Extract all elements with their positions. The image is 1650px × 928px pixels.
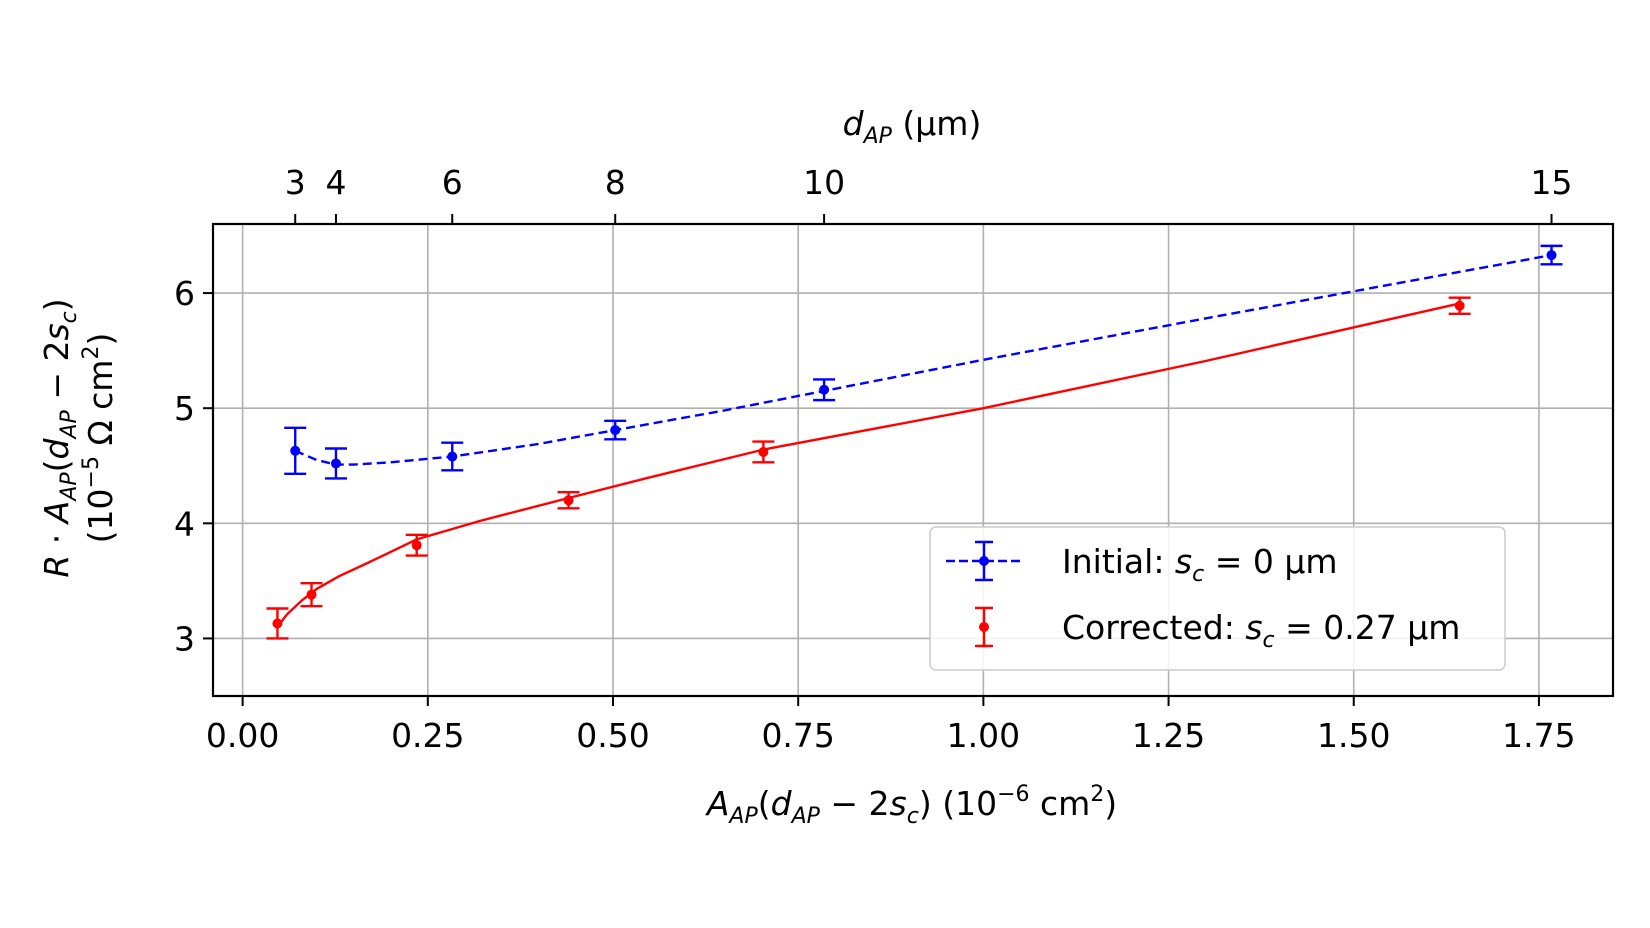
data-point <box>447 451 458 462</box>
legend: Initial: sc = 0 µm Corrected: sc = 0.27 … <box>929 526 1506 671</box>
top-tick-label: 15 <box>1531 163 1573 202</box>
data-point <box>1454 300 1465 311</box>
data-point <box>819 384 830 395</box>
legend-label-corrected: Corrected: sc = 0.27 µm <box>1062 608 1460 653</box>
legend-swatch-initial-marker <box>979 556 989 566</box>
data-point <box>290 445 301 456</box>
legend-entry-initial: Initial: sc = 0 µm <box>946 540 1338 587</box>
y-tick-label: 6 <box>174 274 195 313</box>
y-tick-label: 3 <box>174 619 195 658</box>
x-tick-label: 0.50 <box>576 716 649 755</box>
x-tick-label: 0.00 <box>206 716 279 755</box>
top-tick-label: 6 <box>442 163 463 202</box>
legend-label-initial: Initial: sc = 0 µm <box>1062 542 1338 587</box>
legend-entry-corrected: Corrected: sc = 0.27 µm <box>975 606 1460 653</box>
series-line-corrected <box>276 302 1460 628</box>
top-axis-label: dAP (µm) <box>843 104 982 149</box>
data-point <box>411 540 422 551</box>
axes-frame <box>211 222 1615 698</box>
legend-swatch-corrected-marker <box>979 622 989 632</box>
y-axis-label-line1: R · AAP(dAP − 2sc) <box>37 298 82 577</box>
data-point <box>330 458 341 469</box>
data-point <box>758 446 769 457</box>
data-point <box>272 618 283 629</box>
series-corrected <box>266 296 1471 640</box>
data-point <box>563 495 574 506</box>
series-line-initial <box>294 253 1552 466</box>
y-axis-label-line2: (10−5 Ω cm2) <box>79 333 120 544</box>
plot-area <box>266 244 1563 640</box>
data-point <box>1546 250 1557 261</box>
top-tick-label: 10 <box>803 163 845 202</box>
legend-box <box>929 526 1506 671</box>
series-initial <box>284 244 1563 480</box>
x-tick-label: 0.75 <box>761 716 834 755</box>
data-point <box>306 589 317 600</box>
x-tick-label: 1.75 <box>1502 716 1575 755</box>
y-tick-label: 4 <box>174 504 195 543</box>
x-tick-label: 1.50 <box>1317 716 1390 755</box>
top-tick-label: 3 <box>285 163 306 202</box>
x-tick-label: 1.00 <box>947 716 1020 755</box>
top-tick-label: 4 <box>325 163 346 202</box>
data-point <box>610 425 621 436</box>
x-axis-label: AAP(dAP − 2sc) (10−6 cm2) <box>705 782 1117 829</box>
x-tick-label: 1.25 <box>1132 716 1205 755</box>
x-tick-label: 0.25 <box>391 716 464 755</box>
top-tick-label: 8 <box>605 163 626 202</box>
y-tick-label: 5 <box>174 389 195 428</box>
